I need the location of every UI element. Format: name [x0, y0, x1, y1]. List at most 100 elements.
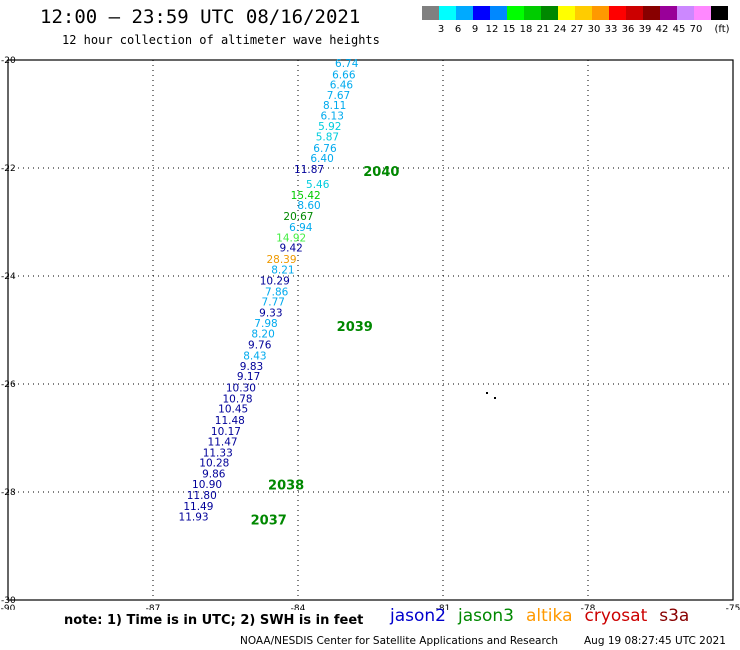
wave-height-label: 8.60: [297, 200, 320, 212]
wave-height-map: -90 -87 -84 -81 -78 -75 -20 -22 -24 -26 -28 -30 6.74…: [1, 56, 740, 610]
wave-height-label: 8.11: [323, 100, 346, 112]
wave-height-label: 11.48: [215, 415, 245, 427]
colorbar-swatch: [558, 6, 575, 20]
wave-height-label: 7.77: [262, 297, 285, 309]
colorbar-tick-label: 6: [455, 24, 461, 35]
wave-height-label: 7.86: [265, 286, 289, 298]
credit-line: NOAA/NESDIS Center for Satellite Applica…: [240, 635, 726, 647]
longitude-tick-label: -84: [291, 604, 306, 610]
wave-height-label: 15.42: [291, 190, 321, 202]
colorbar-tick-label: 9: [472, 24, 478, 35]
colorbar-tick-label: 30: [588, 24, 601, 35]
wave-height-label: 8.21: [271, 264, 294, 276]
wave-height-label: 28.39: [266, 254, 296, 266]
colorbar-swatch: [643, 6, 660, 20]
pass-time-label: 2038: [268, 479, 304, 494]
wave-height-label: 10.90: [192, 479, 222, 491]
colorbar-tick-label: 15: [503, 24, 516, 35]
colorbar-swatch: [626, 6, 643, 20]
wave-height-label: 20.67: [283, 211, 313, 223]
wave-height-label: 10.78: [223, 393, 253, 405]
colorbar-swatch: [524, 6, 541, 20]
satellite-legend: jason2 jason3 altika cryosat s3a: [390, 606, 701, 626]
wave-height-label: 5.87: [316, 131, 339, 143]
colorbar-swatch: [694, 6, 711, 20]
colorbar-tick-label: 45: [673, 24, 686, 35]
colorbar-tick-label: 36: [622, 24, 635, 35]
wave-height-label: 9.33: [259, 308, 282, 320]
legend-entry-jason3: jason3: [458, 606, 514, 626]
island-dot: [486, 392, 488, 394]
colorbar-tick-label: 12: [486, 24, 499, 35]
colorbar-swatch: [575, 6, 592, 20]
wave-height-label: 11.47: [208, 437, 238, 449]
wave-height-label: 10.28: [199, 458, 229, 470]
latitude-tick-label: -30: [1, 596, 16, 606]
wave-height-label: 8.43: [243, 351, 266, 363]
wave-height-label: 10.30: [226, 383, 256, 395]
longitude-tick-label: -87: [146, 604, 161, 610]
wave-height-colorbar: 3 6 9 12 15 18 21 24 27 30 33 36 39 42 45 70 (ft): [422, 6, 730, 35]
page-title: 12:00 – 23:59 UTC 08/16/2021: [40, 6, 361, 28]
colorbar-tick-label: 70: [690, 24, 703, 35]
wave-height-label: 10.17: [211, 426, 241, 438]
wave-height-label: 11.80: [187, 490, 217, 502]
wave-height-label: 8.20: [251, 329, 274, 341]
wave-height-label: 9.42: [279, 243, 302, 255]
latitude-tick-label: -28: [1, 488, 16, 498]
wave-height-label: 10.45: [218, 404, 248, 416]
wave-height-label: 6.13: [321, 110, 344, 122]
wave-height-label: 9.86: [202, 468, 226, 480]
wave-height-label: 9.17: [237, 371, 260, 383]
colorbar-swatch: [439, 6, 456, 20]
latitude-tick-label: -20: [1, 56, 16, 66]
wave-height-label: 6.94: [289, 222, 313, 234]
colorbar-tick-label: 39: [639, 24, 652, 35]
wave-height-label: 7.98: [254, 318, 277, 330]
colorbar-swatch: [592, 6, 609, 20]
colorbar-swatch: [456, 6, 473, 20]
wave-height-label: 6.40: [310, 153, 333, 165]
colorbar-swatch: [660, 6, 677, 20]
credit-source: NOAA/NESDIS Center for Satellite Applica…: [240, 635, 558, 647]
colorbar-swatch: [422, 6, 439, 20]
colorbar-swatch: [677, 6, 694, 20]
colorbar-tick-label: 27: [571, 24, 584, 35]
longitude-tick-label: -75: [726, 604, 740, 610]
colorbar-tick-label: 24: [554, 24, 567, 35]
wave-height-label: 9.76: [248, 339, 272, 351]
wave-height-label: 5.92: [318, 121, 341, 133]
pass-time-label: 2037: [251, 514, 287, 529]
colorbar-tick-label: 42: [656, 24, 669, 35]
pass-time-label: 2040: [363, 165, 399, 180]
longitude-tick-label: -78: [581, 604, 596, 610]
colorbar-tick-label: 18: [520, 24, 533, 35]
colorbar-swatch: [541, 6, 558, 20]
wave-height-label: 11.93: [179, 512, 209, 524]
colorbar-tick-label: 33: [605, 24, 618, 35]
legend-entry-s3a: s3a: [659, 606, 690, 626]
wave-height-label: 11.87: [294, 164, 324, 176]
longitude-tick-label: -90: [1, 604, 16, 610]
wave-height-label: 11.49: [183, 501, 213, 513]
pass-time-label: 2039: [337, 320, 373, 335]
wave-height-label: 6.74: [335, 58, 359, 70]
wave-height-label: 6.66: [332, 69, 356, 81]
wave-height-label: 9.83: [240, 361, 263, 373]
wave-height-label: 6.46: [330, 80, 354, 92]
colorbar-swatch: [609, 6, 626, 20]
wave-height-label: 11.33: [203, 447, 233, 459]
wave-height-label: 5.46: [306, 179, 330, 191]
colorbar-tick-label: 21: [537, 24, 550, 35]
colorbar-swatch: [490, 6, 507, 20]
wave-height-label: 6.76: [313, 143, 337, 155]
island-dot: [494, 397, 496, 399]
colorbar-swatch: [473, 6, 490, 20]
footnote: note: 1) Time is in UTC; 2) SWH is in fe…: [64, 613, 364, 628]
latitude-tick-label: -26: [1, 380, 16, 390]
latitude-tick-label: -22: [1, 164, 16, 174]
wave-height-label: 14.92: [276, 232, 306, 244]
legend-entry-altika: altika: [526, 606, 573, 626]
wave-height-label: 7.67: [327, 90, 350, 102]
colorbar-swatch: [507, 6, 524, 20]
